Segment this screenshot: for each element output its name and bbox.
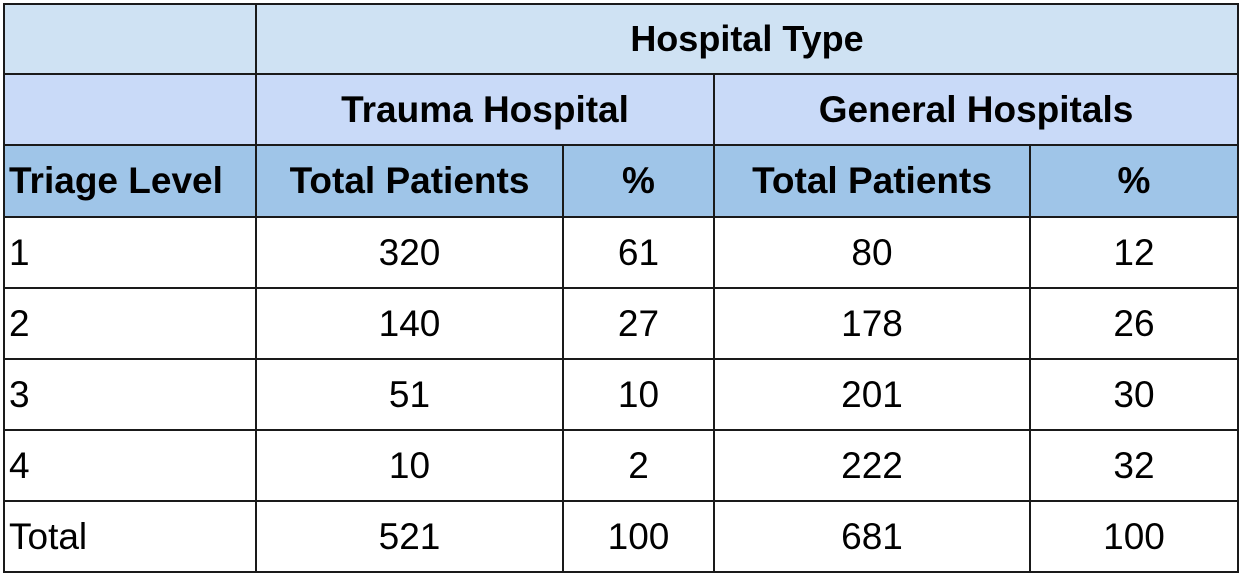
trauma-total-cell: 320 bbox=[255, 216, 564, 289]
table-row-total: Total 521 100 681 100 bbox=[3, 500, 1239, 573]
header-trauma-hospital: Trauma Hospital bbox=[255, 73, 715, 146]
header-corner-top bbox=[3, 3, 257, 75]
header-row-groups: Trauma Hospital General Hospitals bbox=[3, 73, 1239, 146]
trauma-percent-cell: 61 bbox=[562, 216, 715, 289]
trauma-total-cell: 51 bbox=[255, 358, 564, 431]
general-percent-cell: 26 bbox=[1029, 287, 1239, 360]
trauma-percent-cell: 100 bbox=[562, 500, 715, 573]
triage-table: Hospital Type Trauma Hospital General Ho… bbox=[3, 3, 1239, 573]
general-percent-cell: 30 bbox=[1029, 358, 1239, 431]
table-row: 2 140 27 178 26 bbox=[3, 287, 1239, 360]
trauma-total-cell: 521 bbox=[255, 500, 564, 573]
header-hospital-type: Hospital Type bbox=[255, 3, 1239, 75]
column-header-triage-level: Triage Level bbox=[3, 144, 257, 218]
general-total-cell: 80 bbox=[713, 216, 1031, 289]
column-header-trauma-total: Total Patients bbox=[255, 144, 564, 218]
header-row-columns: Triage Level Total Patients % Total Pati… bbox=[3, 144, 1239, 218]
trauma-percent-cell: 27 bbox=[562, 287, 715, 360]
trauma-percent-cell: 10 bbox=[562, 358, 715, 431]
general-total-cell: 178 bbox=[713, 287, 1031, 360]
trauma-total-cell: 140 bbox=[255, 287, 564, 360]
general-percent-cell: 100 bbox=[1029, 500, 1239, 573]
triage-level-cell: 4 bbox=[3, 429, 257, 502]
general-percent-cell: 12 bbox=[1029, 216, 1239, 289]
table-row: 4 10 2 222 32 bbox=[3, 429, 1239, 502]
general-percent-cell: 32 bbox=[1029, 429, 1239, 502]
trauma-percent-cell: 2 bbox=[562, 429, 715, 502]
triage-level-cell: Total bbox=[3, 500, 257, 573]
triage-level-cell: 3 bbox=[3, 358, 257, 431]
general-total-cell: 681 bbox=[713, 500, 1031, 573]
column-header-general-percent: % bbox=[1029, 144, 1239, 218]
table-row: 1 320 61 80 12 bbox=[3, 216, 1239, 289]
header-general-hospitals: General Hospitals bbox=[713, 73, 1239, 146]
general-total-cell: 222 bbox=[713, 429, 1031, 502]
triage-level-cell: 2 bbox=[3, 287, 257, 360]
header-corner-group bbox=[3, 73, 257, 146]
header-row-super: Hospital Type bbox=[3, 3, 1239, 75]
trauma-total-cell: 10 bbox=[255, 429, 564, 502]
general-total-cell: 201 bbox=[713, 358, 1031, 431]
table-row: 3 51 10 201 30 bbox=[3, 358, 1239, 431]
column-header-trauma-percent: % bbox=[562, 144, 715, 218]
column-header-general-total: Total Patients bbox=[713, 144, 1031, 218]
triage-level-cell: 1 bbox=[3, 216, 257, 289]
